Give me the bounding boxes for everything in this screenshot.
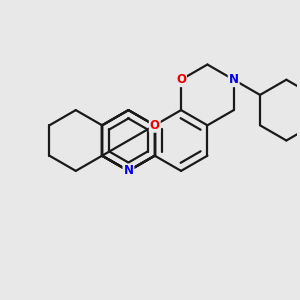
Text: N: N [229, 73, 239, 86]
Text: O: O [150, 119, 160, 132]
Text: O: O [176, 73, 186, 86]
Text: N: N [123, 164, 134, 177]
